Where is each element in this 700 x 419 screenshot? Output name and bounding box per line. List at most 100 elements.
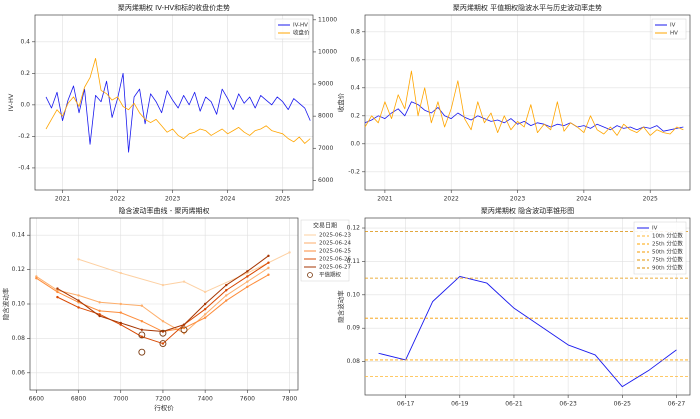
x-tick-label: 06-27 xyxy=(668,401,686,408)
x-tick-label: 06-17 xyxy=(397,401,415,408)
x-axis-label: 行权价 xyxy=(154,403,174,412)
legend-label: 10th 分位数 xyxy=(652,232,683,240)
point xyxy=(203,313,207,316)
point xyxy=(56,290,59,294)
atm-marker xyxy=(180,326,188,334)
y-tick-label: 0.4 xyxy=(350,84,360,91)
x-tick-label: 06-23 xyxy=(559,401,577,408)
x-tick-label: 06-25 xyxy=(614,401,632,408)
point xyxy=(77,299,80,302)
point xyxy=(119,302,122,306)
y-axis-label: 隐含波动率 xyxy=(1,287,10,320)
legend-label: 收盘价 xyxy=(293,29,310,37)
legend-label: 平值期权 xyxy=(319,271,342,279)
point xyxy=(246,285,249,288)
x-tick-label: 2024 xyxy=(220,196,235,203)
point xyxy=(77,258,80,261)
x-tick-label: 2025 xyxy=(275,196,290,203)
legend-box xyxy=(633,221,687,275)
plot-frame xyxy=(34,14,314,191)
point xyxy=(35,277,38,280)
atm-marker xyxy=(138,348,146,356)
point xyxy=(267,273,270,276)
point xyxy=(267,266,270,270)
atm-marker xyxy=(159,340,167,348)
point xyxy=(203,302,207,306)
y-tick-label: 0.09 xyxy=(347,325,361,332)
point xyxy=(140,328,144,331)
point xyxy=(182,280,186,283)
legend-label: 2025-06-27 xyxy=(319,265,351,271)
y-tick-label: 0.12 xyxy=(12,266,26,273)
chart-title: 聚丙烯期权 平值期权隐波水平与历史波动率走势 xyxy=(453,3,602,12)
point xyxy=(98,301,101,304)
x-tick-label: 2023 xyxy=(165,196,180,203)
y2-tick-label: 6000 xyxy=(318,177,333,184)
x-tick-label: 06-19 xyxy=(451,401,469,408)
plot-frame xyxy=(29,217,299,391)
y-tick-label: 0.12 xyxy=(347,225,361,232)
x-tick-label: 2022 xyxy=(110,196,125,203)
point xyxy=(161,320,165,323)
atm-marker xyxy=(159,329,167,337)
point xyxy=(161,342,165,345)
y2-tick-label: 7000 xyxy=(318,145,333,152)
y-tick-label: 0.0 xyxy=(20,101,30,108)
point xyxy=(77,306,80,309)
point xyxy=(225,289,228,292)
x-tick-label: 06-21 xyxy=(505,401,523,408)
point xyxy=(161,330,165,333)
series-line xyxy=(364,101,684,132)
point xyxy=(203,307,207,311)
series-line xyxy=(78,251,290,293)
y-tick-label: -0.2 xyxy=(18,133,30,140)
legend-label: 2025-06-26 xyxy=(319,257,351,263)
legend-box xyxy=(274,18,310,40)
y-tick-label: 0.08 xyxy=(347,358,361,365)
point xyxy=(161,283,165,287)
x-tick-label: 2021 xyxy=(377,196,392,203)
point xyxy=(119,271,122,275)
y-tick-label: 0.11 xyxy=(347,258,361,265)
point xyxy=(246,280,249,283)
series-line xyxy=(45,72,311,153)
point xyxy=(98,309,101,313)
point xyxy=(246,271,249,275)
y2-axis-label: 收盘价 xyxy=(336,92,345,112)
y-tick-label: 0.8 xyxy=(350,28,360,35)
y-axis-label: 隐含波动率 xyxy=(336,290,345,323)
x-tick-label: 2024 xyxy=(576,196,591,203)
point xyxy=(98,313,101,316)
y2-tick-label: 10000 xyxy=(318,48,337,55)
legend-label: 50th 分位数 xyxy=(652,248,683,256)
point xyxy=(119,311,122,314)
y-tick-label: 0.2 xyxy=(20,70,30,77)
point xyxy=(225,294,228,297)
x-tick-label: 2023 xyxy=(510,196,525,203)
y2-tick-label: 11000 xyxy=(318,16,337,23)
point xyxy=(182,323,186,326)
y-tick-label: -0.2 xyxy=(348,168,360,175)
point xyxy=(203,316,207,319)
legend-label: 25th 分位数 xyxy=(652,240,683,248)
plot-frame xyxy=(364,14,691,191)
y-tick-label: 0.0 xyxy=(350,140,360,147)
legend-label: 2025-06-25 xyxy=(319,249,351,255)
point xyxy=(246,275,249,278)
y-tick-label: 0.08 xyxy=(12,335,26,342)
series-line xyxy=(36,274,269,333)
series-line xyxy=(378,275,677,388)
legend-label: 2025-06-24 xyxy=(319,241,351,247)
point xyxy=(56,287,59,290)
point xyxy=(267,261,270,264)
point xyxy=(267,254,270,258)
point xyxy=(77,301,80,304)
point xyxy=(140,320,144,323)
x-tick-label: 2025 xyxy=(643,196,658,203)
point xyxy=(56,295,59,299)
y-tick-label: 0.10 xyxy=(347,291,361,298)
y-tick-label: -0.4 xyxy=(18,164,30,171)
chart-title: 聚丙烯期权 IV-HV和标的收盘价走势 xyxy=(118,3,230,12)
point xyxy=(203,290,207,294)
y2-tick-label: 9000 xyxy=(318,81,333,88)
